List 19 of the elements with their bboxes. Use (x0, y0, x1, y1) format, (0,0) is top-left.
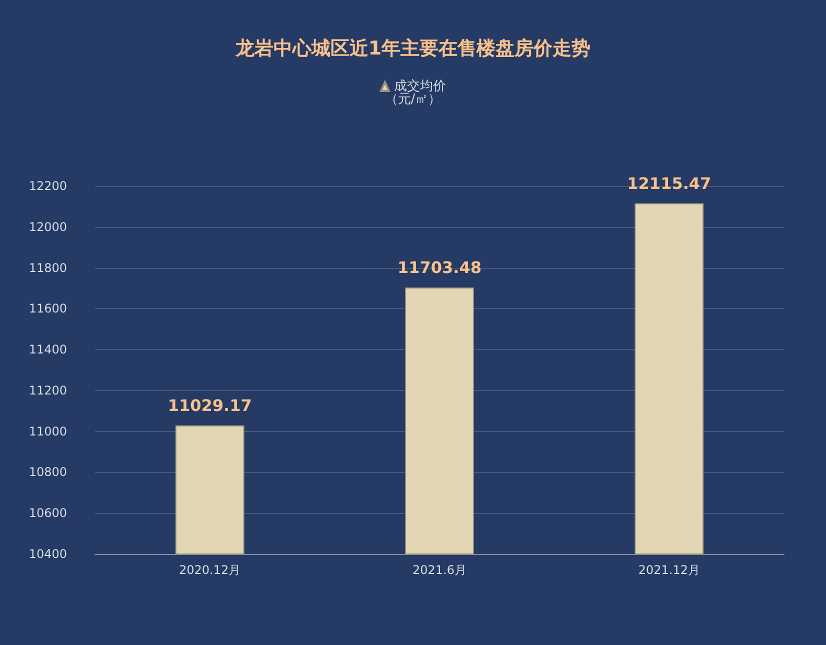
x-tick-label: 2021.12月 (638, 563, 700, 577)
x-tick-label: 2021.6月 (412, 563, 466, 577)
y-tick-label: 12200 (28, 179, 67, 193)
y-tick-label: 10400 (28, 547, 67, 561)
data-label: 11029.17 (168, 396, 252, 415)
y-tick-label: 11600 (28, 302, 67, 316)
legend-label: 成交均价 (394, 78, 446, 94)
y-tick-label: 11400 (28, 342, 67, 357)
y-tick-label: 11800 (28, 260, 67, 275)
chart-title: 龙岩中心城区近1年主要在售楼盘房价走势 (234, 38, 591, 60)
data-label: 11703.48 (397, 258, 482, 278)
y-tick-label: 10600 (28, 506, 67, 520)
y-tick-label: 10800 (28, 465, 67, 480)
text: （元/㎡） (384, 92, 442, 107)
data-label: 12115.47 (627, 174, 712, 193)
y-tick-label: 12000 (28, 220, 67, 234)
x-tick-label: 2020.12月 (179, 563, 241, 577)
y-tick-label: 11000 (28, 424, 67, 438)
y-tick-label: 11200 (28, 383, 67, 398)
